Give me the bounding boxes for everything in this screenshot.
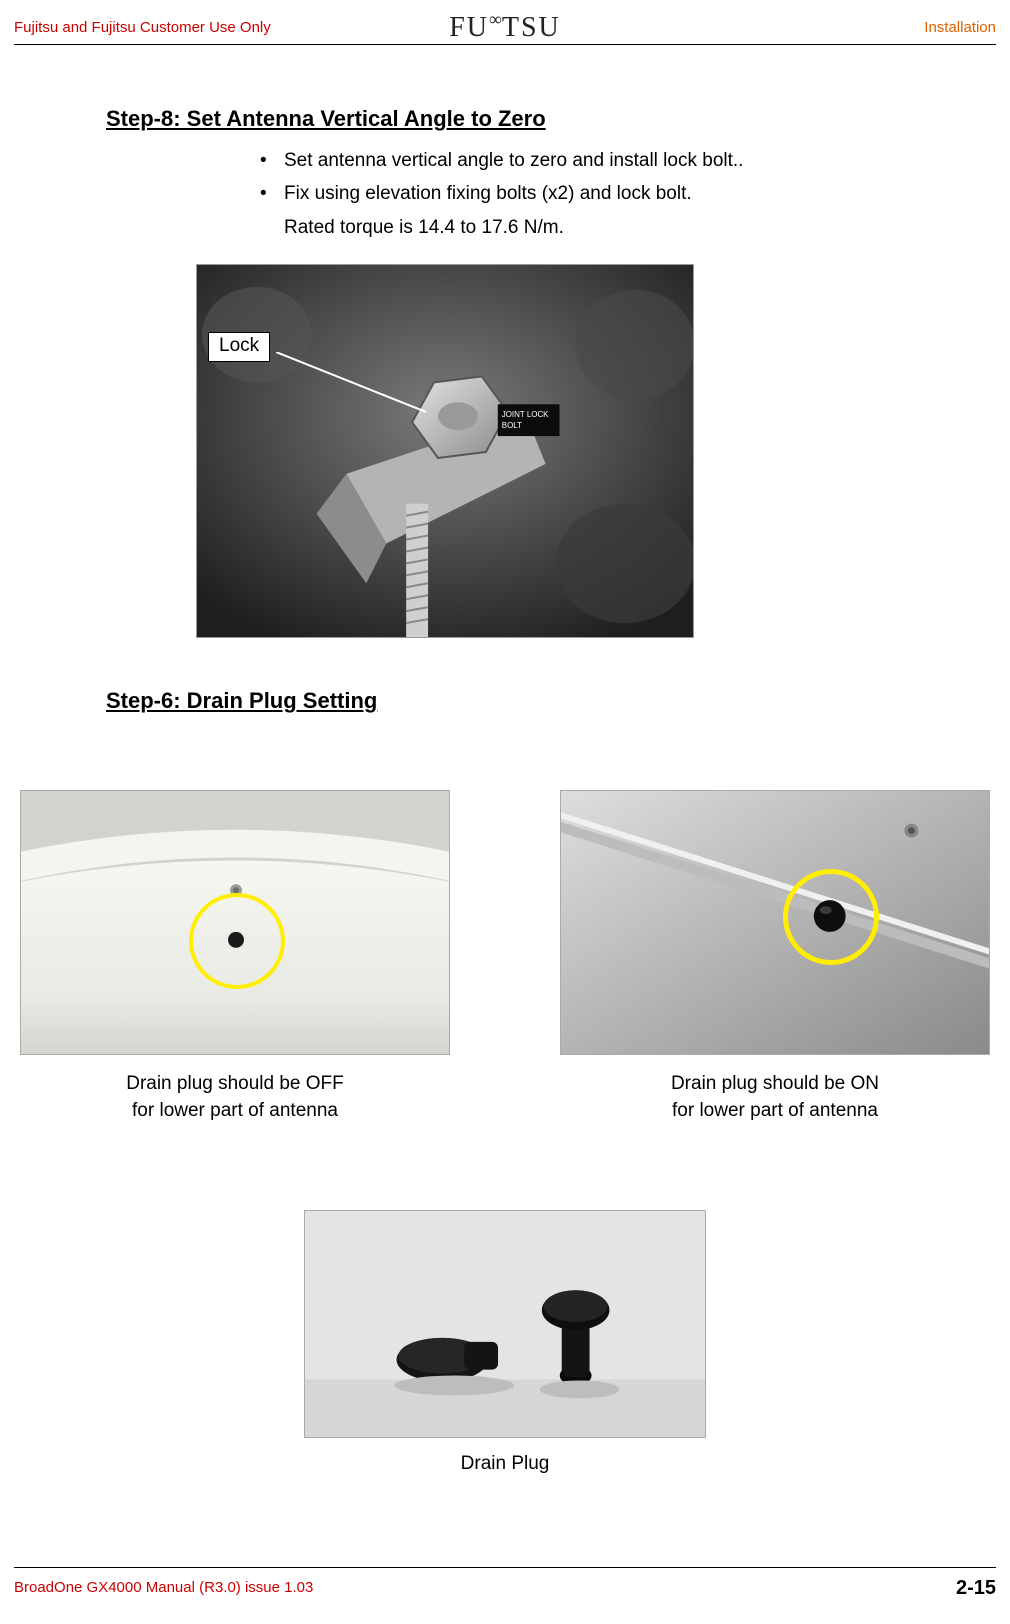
footer-divider <box>14 1567 996 1568</box>
lock-bolt-photo: JOINT LOCK BOLT <box>196 264 694 638</box>
page-header: Fujitsu and Fujitsu Customer Use Only FU… <box>0 8 1010 48</box>
step6-title: Step-6: Drain Plug Setting <box>106 688 986 714</box>
header-left-text: Fujitsu and Fujitsu Customer Use Only <box>14 19 271 36</box>
header-right-text: Installation <box>924 19 996 36</box>
drain-on-photo <box>560 790 990 1055</box>
drain-on-caption-l1: Drain plug should be ON <box>671 1073 879 1094</box>
lock-bolt-figure: JOINT LOCK BOLT Lock <box>196 264 694 638</box>
step8-bullets: • Set antenna vertical angle to zero and… <box>260 146 986 242</box>
logo-infinity-icon: ∞ <box>489 9 502 30</box>
header-divider <box>14 44 996 45</box>
step8-bullet-2: • Fix using elevation fixing bolts (x2) … <box>260 179 986 208</box>
fujitsu-logo: FU∞TSU <box>449 12 561 44</box>
drain-plug-photo <box>304 1210 706 1438</box>
page: Fujitsu and Fujitsu Customer Use Only FU… <box>0 0 1010 1624</box>
footer-left-text: BroadOne GX4000 Manual (R3.0) issue 1.03 <box>14 1579 313 1596</box>
drain-on-column: Drain plug should be ON for lower part o… <box>560 790 990 1124</box>
drain-on-caption: Drain plug should be ON for lower part o… <box>671 1071 879 1124</box>
step8-bullet-1-text: Set antenna vertical angle to zero and i… <box>284 146 743 175</box>
highlight-circle-icon <box>783 869 879 965</box>
logo-part-left: FU <box>449 12 489 43</box>
svg-text:BOLT: BOLT <box>502 421 522 430</box>
step8-sub-text: Rated torque is 14.4 to 17.6 N/m. <box>284 213 986 242</box>
bullet-dot-icon: • <box>260 146 272 175</box>
drain-off-column: Drain plug should be OFF for lower part … <box>20 790 450 1124</box>
step8-title: Step-8: Set Antenna Vertical Angle to Ze… <box>106 106 986 132</box>
joint-lock-bolt-label: JOINT LOCK <box>502 410 549 419</box>
logo-part-right: TSU <box>502 12 561 43</box>
drain-off-caption-l2: for lower part of antenna <box>132 1100 338 1121</box>
lock-callout-label: Lock <box>208 332 270 362</box>
drain-plug-caption: Drain Plug <box>304 1453 706 1475</box>
drain-off-caption: Drain plug should be OFF for lower part … <box>126 1071 344 1124</box>
drain-plug-comparison: Drain plug should be OFF for lower part … <box>20 790 990 1124</box>
drain-plug-figure: Drain Plug <box>304 1210 706 1475</box>
page-number: 2-15 <box>956 1577 996 1600</box>
drain-on-caption-l2: for lower part of antenna <box>672 1100 878 1121</box>
step8-bullet-2-text: Fix using elevation fixing bolts (x2) an… <box>284 179 692 208</box>
drain-off-photo <box>20 790 450 1055</box>
bullet-dot-icon: • <box>260 179 272 208</box>
highlight-circle-icon <box>189 893 285 989</box>
step8-bullet-1: • Set antenna vertical angle to zero and… <box>260 146 986 175</box>
drain-off-caption-l1: Drain plug should be OFF <box>126 1073 344 1094</box>
content-area: Step-8: Set Antenna Vertical Angle to Ze… <box>106 106 986 714</box>
